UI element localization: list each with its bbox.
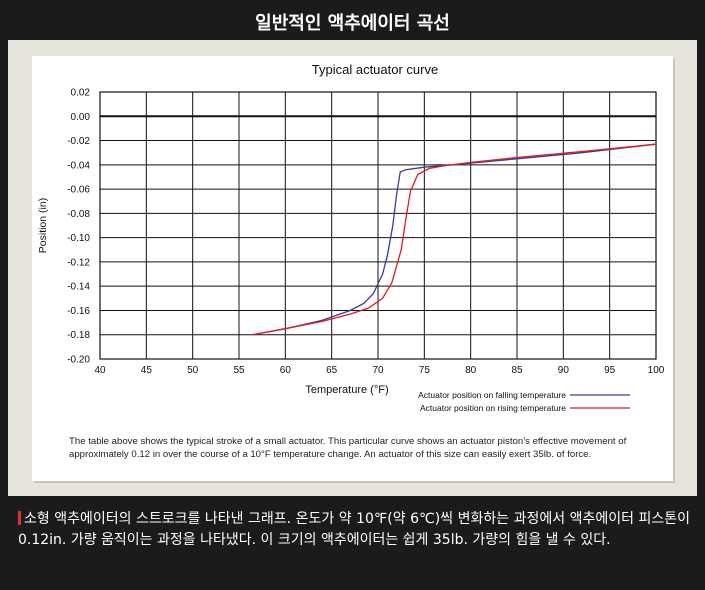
chart-panel: Typical actuator curve 0.02 0.00 -0.02 -0.0… — [8, 40, 697, 496]
x-tick-label: 40 — [94, 365, 106, 376]
x-tick-label: 75 — [419, 365, 431, 376]
chart-grid — [99, 91, 657, 360]
x-tick-label: 45 — [141, 365, 153, 376]
y-tick-label: -0.08 — [67, 209, 90, 220]
chart-ticks: 0.02 0.00 -0.02 -0.04 -0.06 -0.08 -0.10 -0.12 -0… — [67, 88, 665, 377]
x-tick-label: 95 — [604, 365, 616, 376]
y-tick-label: -0.20 — [67, 355, 90, 366]
y-tick-label: -0.18 — [67, 330, 90, 341]
legend-label: Actuator position on rising temperature — [420, 403, 566, 413]
series-line — [252, 143, 657, 336]
accent-bar — [18, 511, 21, 525]
x-tick-label: 80 — [465, 365, 477, 376]
chart-lines — [252, 143, 657, 336]
y-tick-label: 0.02 — [71, 88, 91, 99]
y-tick-label: -0.12 — [67, 257, 90, 268]
y-tick-label: -0.16 — [67, 306, 90, 317]
actuator-chart: Typical actuator curve 0.02 0.00 -0.02 -0.0… — [37, 62, 665, 413]
series-line — [252, 143, 657, 336]
chart-title: Typical actuator curve — [312, 62, 438, 77]
x-tick-label: 85 — [511, 365, 523, 376]
chart-legend: Actuator position on falling temperature… — [418, 390, 630, 413]
y-tick-label: -0.04 — [67, 160, 90, 171]
x-tick-label: 70 — [372, 365, 384, 376]
x-tick-label: 100 — [648, 365, 665, 376]
y-tick-label: -0.10 — [67, 233, 90, 244]
page-title: 일반적인 액추에이터 곡선 — [8, 8, 697, 40]
y-axis-label: Position (in) — [37, 198, 49, 253]
x-tick-label: 65 — [326, 365, 338, 376]
x-tick-label: 60 — [280, 365, 292, 376]
y-tick-label: -0.02 — [67, 136, 90, 147]
y-tick-label: 0.00 — [71, 112, 91, 123]
korean-description: 소형 액추에이터의 스트로크를 나타낸 그래프. 온도가 약 10℉(약 6℃)… — [8, 503, 697, 583]
chart-card: Typical actuator curve 0.02 0.00 -0.02 -0.0… — [32, 56, 673, 481]
footer-text: 소형 액추에이터의 스트로크를 나타낸 그래프. 온도가 약 10℉(약 6℃)… — [18, 511, 690, 548]
x-tick-label: 90 — [558, 365, 570, 376]
x-tick-label: 55 — [233, 365, 245, 376]
chart-caption: The table above shows the typical stroke… — [69, 436, 627, 460]
y-tick-label: -0.06 — [67, 185, 90, 196]
x-tick-label: 50 — [187, 365, 199, 376]
y-tick-label: -0.14 — [67, 282, 90, 293]
legend-label: Actuator position on falling temperature — [418, 390, 566, 400]
x-axis-label: Temperature (°F) — [305, 384, 388, 396]
